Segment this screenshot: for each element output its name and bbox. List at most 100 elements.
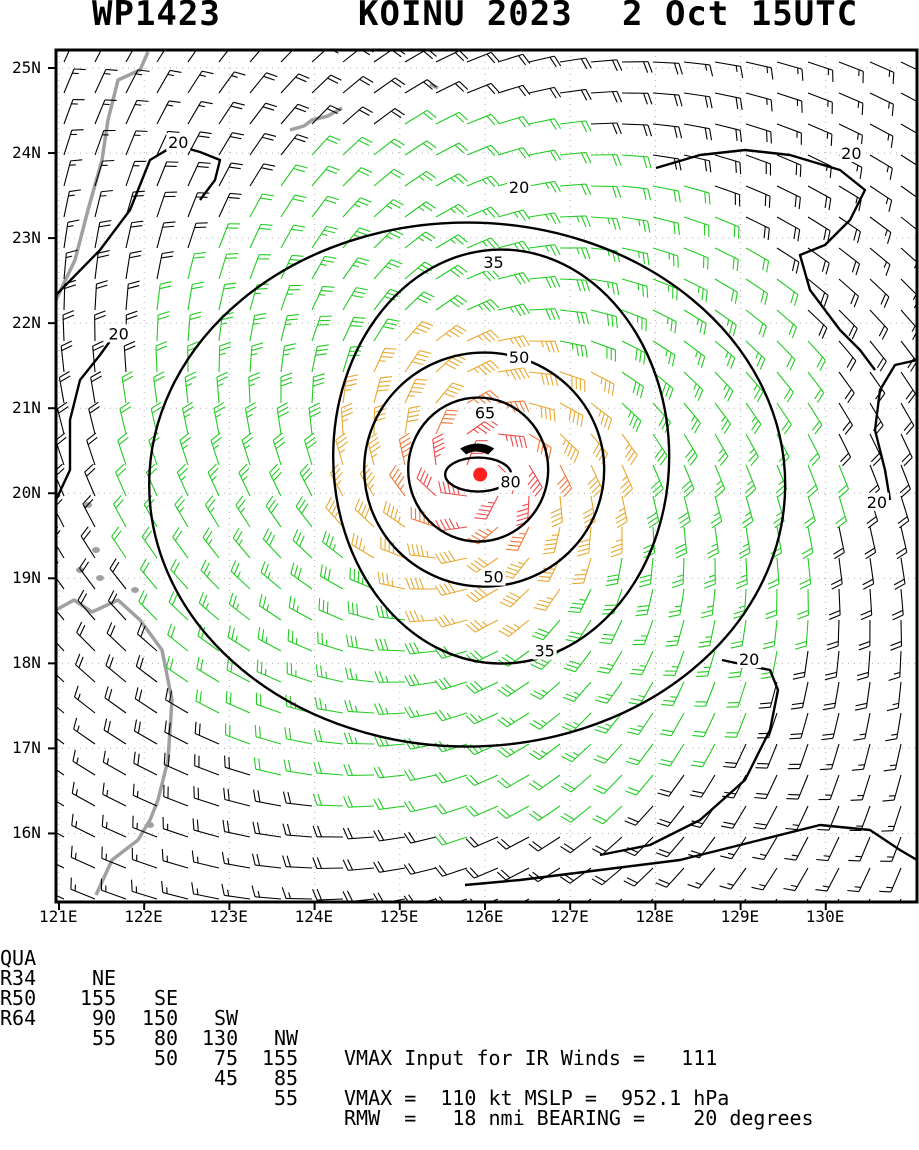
wind-barb — [188, 282, 204, 310]
wind-barb — [836, 496, 847, 528]
wind-barb — [296, 497, 312, 527]
wind-barb — [436, 235, 467, 248]
wind-barb — [254, 757, 281, 775]
wind-barb — [825, 651, 839, 680]
wind-barb — [611, 527, 622, 557]
wind-barb — [466, 775, 498, 786]
wind-barb — [653, 310, 676, 333]
wind-barb — [87, 433, 98, 465]
wind-barb — [374, 169, 404, 186]
wind-barb — [188, 223, 208, 248]
table-row: R64 55 50 45 55 RMW = 18 nmi BEARING = 2… — [0, 988, 48, 1148]
island-icon — [131, 587, 139, 593]
wind-barb — [528, 465, 542, 496]
wind-barb — [283, 792, 312, 806]
wind-barb — [756, 744, 777, 768]
wind-barb — [219, 163, 243, 186]
wind-barb — [41, 845, 64, 868]
wind-barb — [312, 166, 340, 186]
wind-barb — [312, 45, 342, 62]
isotach-contour — [333, 250, 669, 664]
wind-barb — [551, 496, 563, 527]
wind-barb — [622, 372, 643, 398]
isotach-label: 50 — [482, 568, 506, 587]
wind-barb — [715, 434, 728, 466]
wind-barb — [203, 528, 219, 558]
wind-barb — [195, 722, 219, 744]
wind-barb — [405, 232, 435, 248]
wind-barb — [894, 558, 905, 589]
wind-barb — [71, 846, 95, 868]
wind-barb — [583, 496, 595, 527]
wind-barb — [250, 194, 274, 217]
wind-barb — [467, 114, 499, 124]
wind-barb — [436, 410, 458, 434]
lon-label: 124E — [295, 907, 334, 927]
wind-barb — [281, 255, 304, 279]
wind-barb — [819, 775, 839, 800]
row-label: R64 — [0, 1008, 36, 1028]
wind-barb — [816, 837, 839, 861]
wind-barb — [625, 775, 653, 795]
wind-barb — [64, 100, 85, 124]
wind-barb — [777, 372, 793, 402]
wind-barb — [746, 248, 769, 272]
wind-barb — [808, 186, 831, 210]
wind-barb — [807, 465, 817, 497]
wind-barb — [622, 93, 652, 104]
wind-barb — [498, 148, 530, 159]
wind-barb — [126, 161, 146, 186]
wind-barb — [784, 837, 808, 860]
lat-label: 16N — [12, 823, 41, 843]
wind-barb — [588, 465, 602, 497]
wind-barb — [300, 464, 312, 496]
wind-barb — [839, 403, 852, 434]
wind-barb — [103, 751, 126, 775]
wind-barb — [318, 632, 343, 651]
wind-barb — [851, 775, 870, 800]
svg-text:50: 50 — [483, 568, 503, 587]
wind-barb — [530, 682, 560, 699]
wind-barb — [435, 710, 467, 721]
wind-barb — [180, 433, 191, 465]
lat-label: 20N — [12, 483, 41, 503]
svg-text:80: 80 — [500, 472, 520, 491]
island-icon — [96, 575, 104, 581]
wind-barb — [777, 186, 800, 209]
wind-barb — [560, 403, 583, 427]
wind-barb — [889, 651, 901, 680]
wind-barb — [560, 216, 590, 227]
wind-barb — [85, 464, 95, 496]
wind-barb — [839, 310, 857, 339]
svg-text:65: 65 — [475, 403, 495, 422]
wind-barb — [225, 756, 250, 775]
wind-barb — [343, 46, 373, 62]
wind-barb — [715, 124, 741, 142]
wind-barb — [857, 651, 870, 680]
wind-barb — [406, 578, 436, 589]
wind-barb — [73, 750, 95, 775]
wind-barb — [44, 685, 64, 713]
lon-label: 129E — [721, 907, 760, 927]
wind-barb — [134, 752, 157, 775]
wind-barb — [266, 496, 281, 527]
wind-barb — [561, 806, 591, 822]
wind-barb — [791, 682, 808, 709]
wind-barb — [560, 184, 591, 195]
wind-barb — [231, 560, 250, 589]
isotach-label: 35 — [482, 253, 506, 272]
wind-barb — [627, 713, 653, 735]
wind-barb — [196, 689, 219, 713]
wind-barb — [591, 403, 612, 430]
wind-barb — [849, 806, 870, 830]
wind-barb — [313, 826, 343, 837]
r34-se: 150 — [142, 1008, 178, 1028]
wind-barb — [103, 783, 126, 806]
wind-barb — [250, 134, 276, 155]
wind-barb — [252, 854, 281, 868]
wind-barb — [224, 788, 250, 806]
wind-barb — [684, 93, 712, 108]
wind-barb — [746, 93, 772, 111]
wind-barb — [497, 868, 529, 880]
island-icon — [146, 822, 154, 828]
